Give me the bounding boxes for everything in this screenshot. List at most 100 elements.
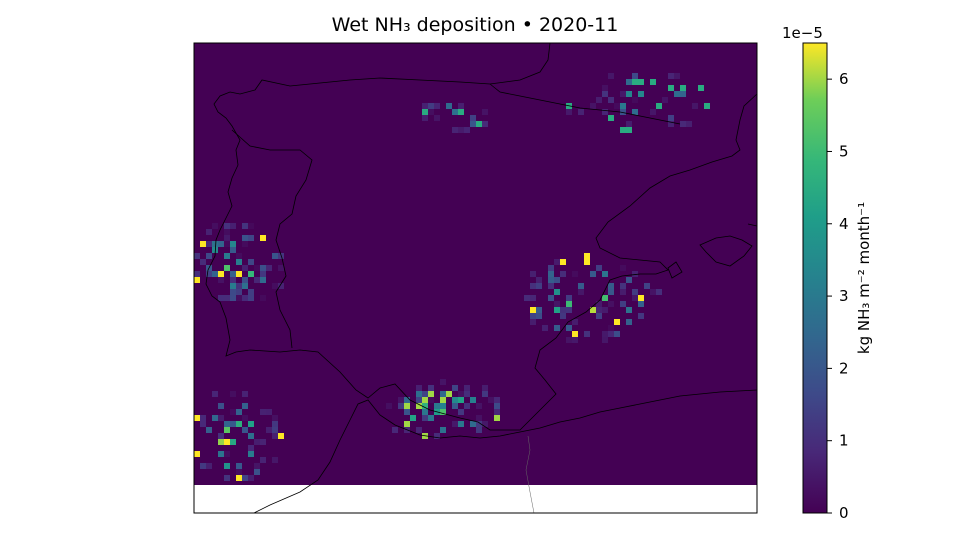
heatmap-cell xyxy=(236,475,242,481)
heatmap-cell xyxy=(638,295,644,301)
heatmap-cell xyxy=(224,241,230,247)
heatmap-cell xyxy=(266,409,272,415)
heatmap-cell xyxy=(200,421,206,427)
heatmap-cell xyxy=(590,307,596,313)
heatmap-cell xyxy=(542,325,548,331)
heatmap-cell xyxy=(632,271,638,277)
heatmap-cell xyxy=(248,445,254,451)
heatmap-cell xyxy=(482,391,488,397)
heatmap-cell xyxy=(446,103,452,109)
heatmap-cell xyxy=(572,319,578,325)
heatmap-cell xyxy=(458,127,464,133)
heatmap-cell xyxy=(476,421,482,427)
heatmap-cell xyxy=(476,121,482,127)
colorbar-tick-label: 2 xyxy=(839,359,849,377)
heatmap-cell xyxy=(428,385,434,391)
heatmap-cell xyxy=(440,379,446,385)
heatmap-cell xyxy=(596,301,602,307)
heatmap-cell xyxy=(452,403,458,409)
heatmap-cell xyxy=(200,463,206,469)
heatmap-cell xyxy=(554,307,560,313)
heatmap-cell xyxy=(560,313,566,319)
heatmap-cell xyxy=(572,271,578,277)
heatmap-cell xyxy=(638,79,644,85)
heatmap-cell xyxy=(236,421,242,427)
heatmap-cell xyxy=(530,307,536,313)
heatmap-cell xyxy=(224,265,230,271)
heatmap-cell xyxy=(452,109,458,115)
heatmap-cell xyxy=(440,391,446,397)
heatmap-cell xyxy=(428,391,434,397)
heatmap-cell xyxy=(218,439,224,445)
heatmap-cell xyxy=(272,253,278,259)
heatmap-cell xyxy=(236,463,242,469)
heatmap-cell xyxy=(554,259,560,265)
heatmap-cell xyxy=(242,265,248,271)
heatmap-cell xyxy=(572,331,578,337)
heatmap-cell xyxy=(578,109,584,115)
heatmap-cell xyxy=(602,91,608,97)
heatmap-cell xyxy=(566,325,572,331)
heatmap-cell xyxy=(416,391,422,397)
heatmap-cell xyxy=(260,277,266,283)
heatmap-cell xyxy=(218,451,224,457)
heatmap-cell xyxy=(458,103,464,109)
heatmap-cell xyxy=(596,97,602,103)
heatmap-cell xyxy=(476,403,482,409)
heatmap-cell xyxy=(698,85,704,91)
heatmap-cell xyxy=(230,421,236,427)
heatmap-cell xyxy=(416,397,422,403)
heatmap-cell xyxy=(428,415,434,421)
heatmap-cell xyxy=(608,73,614,79)
heatmap-cell xyxy=(452,385,458,391)
heatmap-cell xyxy=(224,439,230,445)
heatmap-cell xyxy=(548,271,554,277)
heatmap-cell xyxy=(260,235,266,241)
heatmap-cell xyxy=(458,421,464,427)
heatmap-cell xyxy=(182,415,188,421)
heatmap-cell xyxy=(230,271,236,277)
heatmap-cell xyxy=(602,271,608,277)
heatmap-cell xyxy=(206,241,212,247)
heatmap-cell xyxy=(194,451,200,457)
heatmap-cell xyxy=(620,301,626,307)
heatmap-cell xyxy=(548,265,554,271)
heatmap-cell xyxy=(278,265,284,271)
heatmap-cell xyxy=(674,91,680,97)
heatmap-cell xyxy=(566,295,572,301)
heatmap-cell xyxy=(206,427,212,433)
heatmap-cell xyxy=(644,283,650,289)
heatmap-cell xyxy=(452,421,458,427)
heatmap-cell xyxy=(236,469,242,475)
heatmap-cell xyxy=(602,85,608,91)
heatmap-cell xyxy=(224,421,230,427)
heatmap-cell xyxy=(422,415,428,421)
coastline-mallorca xyxy=(699,235,753,267)
heatmap-cell xyxy=(674,73,680,79)
heatmap-cell xyxy=(200,259,206,265)
heatmap-cell xyxy=(242,403,248,409)
heatmap-cell xyxy=(470,421,476,427)
heatmap-cell xyxy=(470,397,476,403)
heatmap-cell xyxy=(422,115,428,121)
heatmap-cell xyxy=(692,103,698,109)
heatmap-cell xyxy=(470,121,476,127)
map-background xyxy=(194,43,757,485)
heatmap-cell xyxy=(578,283,584,289)
heatmap-cell xyxy=(602,331,608,337)
heatmap-cell xyxy=(224,475,230,481)
heatmap-cell xyxy=(416,385,422,391)
heatmap-cell xyxy=(632,97,638,103)
heatmap-cell xyxy=(248,223,254,229)
colorbar-tick-label: 3 xyxy=(839,287,849,305)
heatmap-cell xyxy=(404,397,410,403)
heatmap-cells xyxy=(176,73,710,481)
heatmap-cell xyxy=(176,427,182,433)
heatmap-cell xyxy=(428,109,434,115)
heatmap-cell xyxy=(614,331,620,337)
heatmap-cell xyxy=(242,391,248,397)
heatmap-cell xyxy=(218,241,224,247)
colorbar-tick-label: 6 xyxy=(839,70,849,88)
heatmap-cell xyxy=(572,337,578,343)
